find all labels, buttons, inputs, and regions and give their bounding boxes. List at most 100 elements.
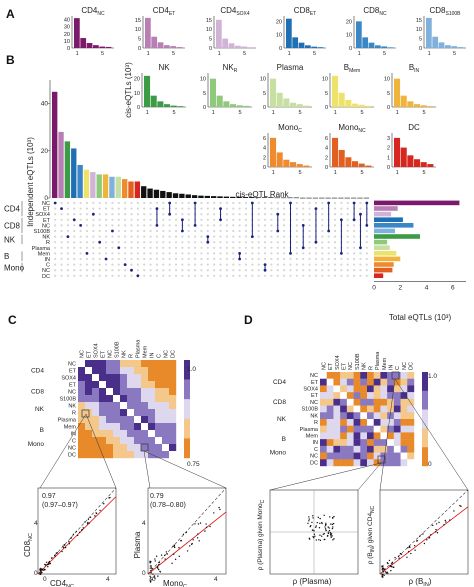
facet-b6-title: MonoNC [338, 123, 366, 134]
facet-b7-xtick-5: 5 [422, 170, 425, 176]
matrix-empty-dot [244, 207, 248, 210]
heatmap-c-cell [141, 430, 149, 438]
heatmap-d-cell [360, 459, 368, 467]
facet-a0-xtick-5: 5 [101, 51, 104, 57]
scatter-d-left-point [329, 533, 332, 535]
matrix-empty-dot [181, 207, 184, 210]
matrix-empty-dot [162, 229, 165, 233]
total-bar [374, 245, 390, 250]
facet-a1-bar [157, 42, 164, 48]
matrix-empty-dot [359, 201, 362, 205]
scatter-c-right-point [219, 508, 221, 511]
matrix-empty-dot [238, 218, 241, 221]
heatmap-c-cell [113, 430, 121, 438]
matrix-empty-dot [333, 229, 337, 233]
matrix-empty-dot [187, 213, 190, 216]
matrix-filled-dot [168, 212, 172, 216]
heatmap-d-col-label: R [368, 366, 374, 370]
scatter-c-right-point [159, 570, 161, 573]
scatter-d-right-point [408, 546, 411, 548]
heatmap-c-row-label: NC [68, 361, 76, 367]
heatmap-d-cell [320, 439, 327, 447]
heatmap-d-cell [393, 372, 401, 379]
matrix-filled-dot [206, 235, 210, 239]
heatmap-c-cell [134, 374, 142, 382]
heatmap-c-cell [155, 423, 163, 431]
intersection-bar [344, 197, 350, 199]
scatter-c-left-point [50, 557, 53, 559]
scatter-d-right-point [384, 571, 387, 573]
matrix-filled-dot [60, 207, 63, 211]
heatmap-c-col-label: ET [101, 350, 107, 358]
scatter-c-left-r: 0.97 [42, 493, 56, 500]
heatmap-d-cell [353, 425, 361, 433]
facet-b1-bar [230, 104, 237, 107]
matrix-empty-dot [79, 241, 82, 244]
scatter-c-right-point [196, 537, 199, 539]
matrix-empty-dot [340, 213, 343, 216]
heatmap-d-cell [346, 439, 354, 447]
matrix-empty-dot [73, 257, 76, 261]
heatmap-c-cell [141, 395, 149, 403]
facet-a4-ytick: 10 [346, 33, 352, 39]
intersection-bar [217, 196, 223, 198]
matrix-empty-dot [85, 257, 89, 261]
heatmap-d-cell [353, 372, 361, 379]
heatmap-d-cell [326, 412, 334, 420]
matrix-empty-dot [162, 257, 165, 261]
matrix-empty-dot [181, 201, 184, 205]
matrix-empty-dot [168, 246, 171, 249]
heatmap-d-legend-swatch [422, 447, 428, 467]
panel-d-heatmap: NCNCETETSOX4SOX4ETETNCNCS100BS100BNKNKRR… [270, 351, 428, 467]
matrix-empty-dot [79, 213, 82, 216]
matrix-empty-dot [346, 269, 349, 272]
scatter-d-left-point [313, 537, 315, 539]
facet-a1-bar [176, 47, 183, 48]
matrix-empty-dot [60, 213, 63, 216]
heatmap-d-cell [320, 425, 327, 433]
heatmap-d-cell [360, 452, 368, 460]
scatter-c-right-identity-line [147, 487, 227, 575]
matrix-filled-dot [276, 229, 280, 233]
matrix-empty-dot [283, 201, 286, 205]
heatmap-c-cell [113, 437, 121, 445]
matrix-empty-dot [168, 218, 171, 221]
matrix-empty-dot [206, 207, 209, 210]
heatmap-d-cell [400, 405, 408, 413]
matrix-empty-dot [162, 246, 165, 249]
heatmap-d-cell [340, 412, 348, 420]
heatmap-d-cell [367, 439, 374, 447]
matrix-empty-dot [314, 274, 318, 277]
matrix-empty-dot [359, 274, 362, 277]
facet-a1-bar [164, 45, 170, 48]
heatmap-d-row-label: SOX4 [303, 386, 318, 392]
matrix-empty-dot [60, 269, 63, 272]
facet-a2-title: CD4SOX4 [220, 6, 250, 17]
facet-b6-bar [345, 157, 352, 167]
facet-a0-bar [99, 46, 106, 48]
intersection-bar [191, 195, 198, 198]
matrix-empty-dot [181, 252, 184, 255]
scatter-d-right-point [408, 550, 410, 553]
scatter-c-right-point [199, 522, 202, 524]
matrix-filled-dot [206, 240, 210, 244]
matrix-empty-dot [85, 229, 89, 233]
heatmap-d-row-label: ET [311, 380, 319, 386]
total-bar [374, 273, 384, 278]
facet-a3-ytick: 20 [276, 19, 282, 25]
matrix-empty-dot [111, 224, 114, 227]
matrix-empty-dot [206, 218, 209, 221]
matrix-empty-dot [206, 269, 209, 272]
matrix-empty-dot [308, 235, 311, 238]
heatmap-d-cell [373, 445, 381, 453]
heatmap-d-group-label: NK [277, 416, 287, 423]
matrix-filled-dot [155, 207, 159, 211]
matrix-empty-dot [251, 246, 254, 249]
heatmap-d-cell [346, 398, 354, 406]
heatmap-c-cell [141, 416, 149, 424]
scatter-c-right-point [185, 531, 188, 534]
matrix-empty-dot [257, 224, 260, 227]
matrix-empty-dot [200, 235, 203, 238]
matrix-empty-dot [295, 241, 298, 244]
matrix-empty-dot [136, 229, 139, 233]
